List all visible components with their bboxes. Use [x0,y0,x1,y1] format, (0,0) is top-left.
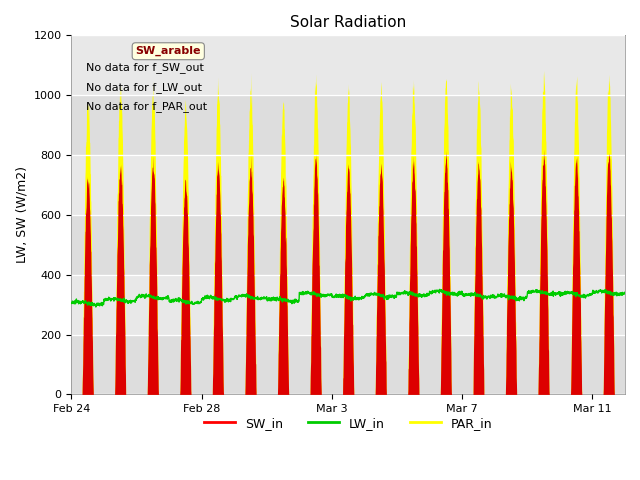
Text: No data for f_LW_out: No data for f_LW_out [86,82,202,93]
Legend: SW_in, LW_in, PAR_in: SW_in, LW_in, PAR_in [198,412,498,435]
Text: No data for f_SW_out: No data for f_SW_out [86,62,204,73]
Text: No data for f_PAR_out: No data for f_PAR_out [86,101,207,112]
Bar [72,95,625,155]
Title: Solar Radiation: Solar Radiation [290,15,406,30]
Text: SW_arable: SW_arable [136,46,201,56]
Y-axis label: LW, SW (W/m2): LW, SW (W/m2) [15,167,28,264]
Bar [72,215,625,275]
Bar [72,335,625,395]
